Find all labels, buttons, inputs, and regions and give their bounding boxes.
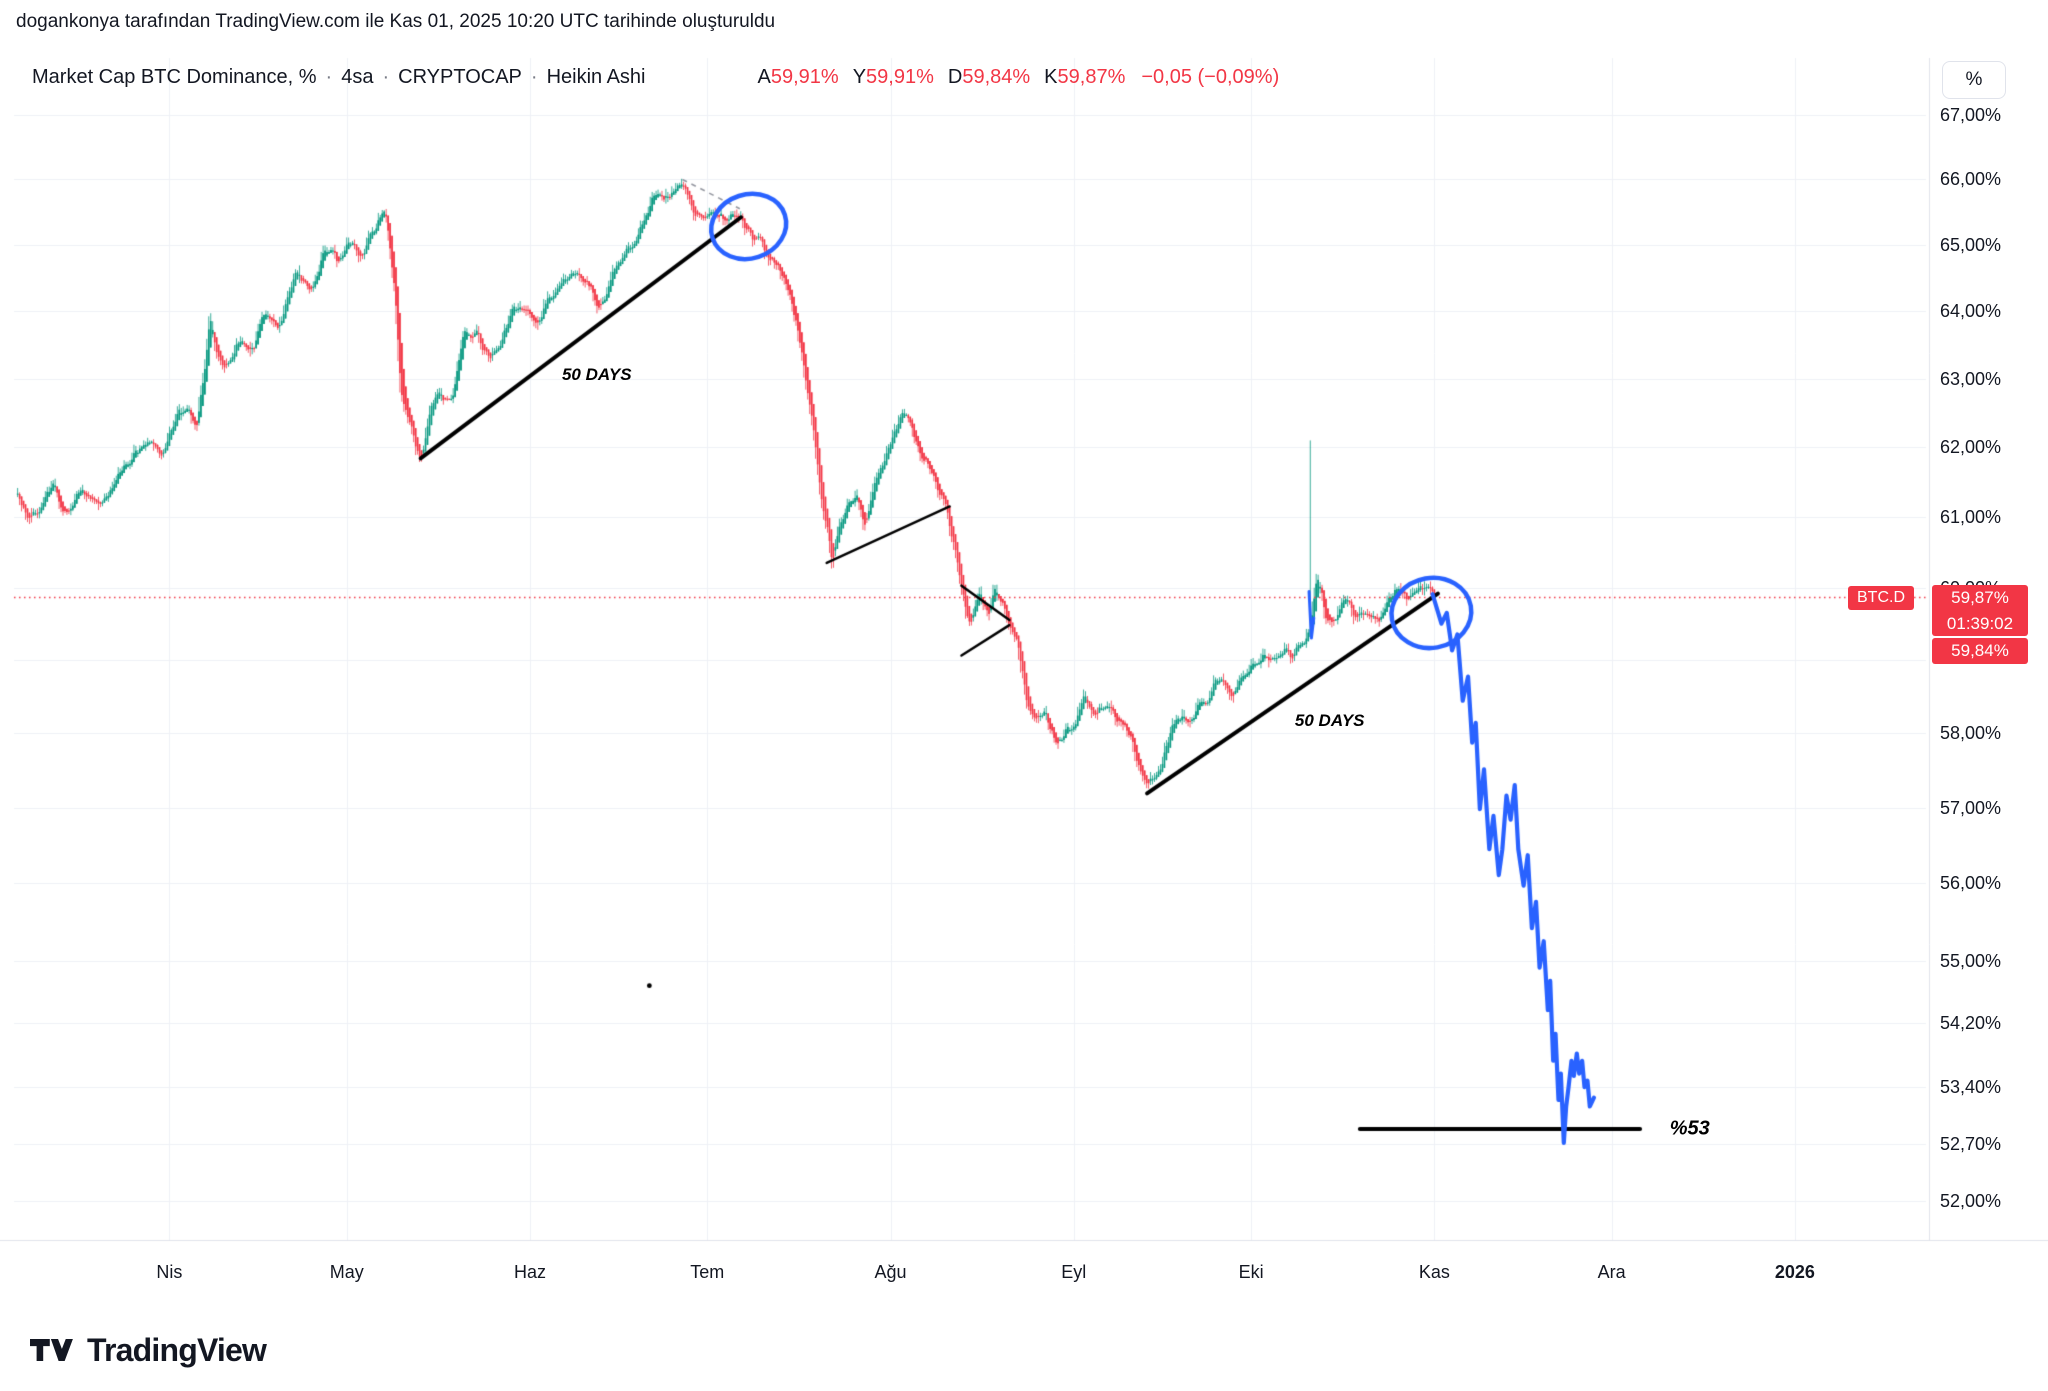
ohlc-close: K59,87%: [1044, 66, 1126, 88]
x-axis-tick: Tem: [690, 1262, 725, 1282]
legend-ohlc-group: A59,91% Y59,91% D59,84% K59,87% −0,05 (−…: [758, 66, 1280, 89]
x-axis-tick: Eyl: [1061, 1262, 1087, 1282]
y-axis-tick: 58,00%: [1940, 723, 2002, 744]
legend-separator: ·: [382, 66, 390, 88]
current-price-value: 59,87%: [1951, 588, 2009, 607]
x-axis[interactable]: Nis May Haz Tem Ağu Eyl Eki Kas Ara 2026: [0, 1240, 2048, 1300]
drawing-text-label[interactable]: 50 DAYS: [561, 364, 632, 384]
y-axis-tick: 52,70%: [1940, 1133, 2002, 1154]
x-axis-tick: May: [329, 1262, 364, 1282]
tradingview-logo[interactable]: TradingView: [30, 1330, 267, 1370]
drawing-text-label[interactable]: %53: [1669, 1117, 1710, 1140]
y-axis-tick: 52,00%: [1940, 1191, 2002, 1211]
y-axis-tick: 65,00%: [1940, 234, 2002, 255]
y-axis-tick: 56,00%: [1940, 873, 2002, 894]
legend-title[interactable]: Market Cap BTC Dominance, %: [32, 66, 317, 88]
secondary-price-value: 59,84%: [1932, 638, 2028, 664]
y-axis-tick: 63,00%: [1940, 368, 2002, 389]
y-axis-tick: 62,00%: [1940, 437, 2002, 458]
price-scale-unit-button[interactable]: %: [1942, 61, 2006, 99]
y-axis[interactable]: 67,00% 66,00% 65,00% 64,00% 63,00% 62,00% 61,0…: [1930, 0, 2048, 1240]
legend-interval: 4sa: [341, 66, 374, 88]
legend-chart-type: Heikin Ashi: [546, 66, 646, 88]
x-axis-tick: Ara: [1597, 1262, 1626, 1282]
y-axis-tick: 54,20%: [1940, 1013, 2002, 1034]
y-axis-tick: 64,00%: [1940, 301, 2002, 322]
chart-legend[interactable]: Market Cap BTC Dominance, % · 4sa · CRYP…: [32, 66, 1279, 89]
y-axis-tick: 57,00%: [1940, 797, 2002, 818]
y-axis-tick: 66,00%: [1940, 169, 2002, 190]
legend-separator: ·: [325, 66, 333, 88]
x-axis-tick: Haz: [513, 1262, 546, 1282]
attribution-text: dogankonya tarafından TradingView.com il…: [16, 11, 776, 32]
tradingview-wordmark: TradingView: [87, 1331, 267, 1368]
y-axis-tick: 61,00%: [1940, 507, 2002, 527]
y-axis-tick: 67,00%: [1940, 105, 2002, 125]
legend-source: CRYPTOCAP: [398, 66, 522, 88]
ohlc-high: Y59,91%: [852, 66, 934, 88]
x-axis-tick: Ağu: [874, 1262, 907, 1282]
bar-countdown: 01:39:02: [1946, 614, 2014, 633]
legend-separator: ·: [530, 66, 538, 88]
drawing-text-label[interactable]: 50 DAYS: [1294, 711, 1365, 731]
legend-change: −0,05 (−0,09%): [1141, 66, 1280, 88]
price-countdown-box: 59,87% 01:39:02: [1932, 585, 2028, 636]
y-axis-tick: 53,40%: [1940, 1077, 2002, 1098]
y-axis-tick: 55,00%: [1940, 950, 2002, 971]
price-value-stack: 59,87% 01:39:02 59,84%: [1932, 585, 2028, 664]
x-axis-tick-year: 2026: [1774, 1262, 1815, 1282]
x-axis-tick: Eki: [1238, 1262, 1264, 1282]
x-axis-tick: Kas: [1418, 1262, 1450, 1282]
x-axis-tick: Nis: [156, 1262, 183, 1282]
ohlc-open: A59,91%: [757, 66, 839, 88]
ohlc-low: D59,84%: [947, 66, 1031, 88]
tradingview-logomark-icon: [30, 1339, 73, 1361]
symbol-tag: BTC.D: [1848, 586, 1914, 610]
